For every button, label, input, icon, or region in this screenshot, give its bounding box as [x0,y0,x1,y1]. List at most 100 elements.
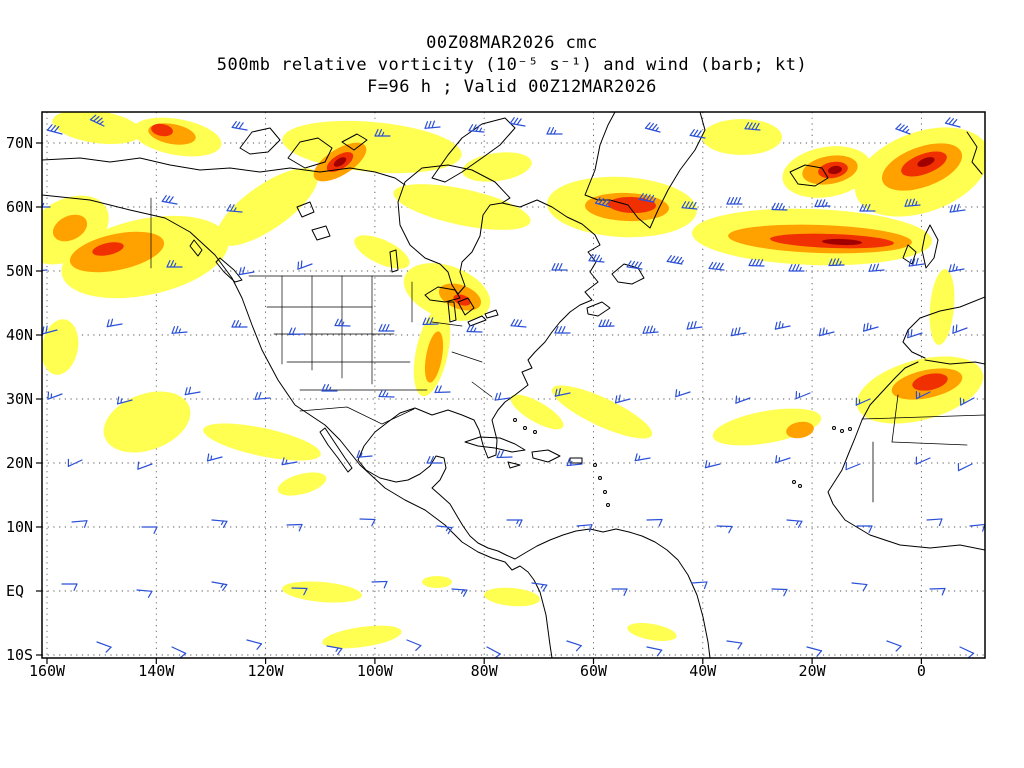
victoria-island [287,137,333,169]
wind-barb [106,318,123,328]
map-border [41,111,986,659]
wind-barb [626,260,643,270]
axis-ticks-layer [36,142,923,664]
grid-layer [42,112,985,658]
arctic-islet [341,133,368,151]
africa-border-1 [861,414,985,420]
wind-barb [554,326,571,334]
wind-barb [614,394,631,404]
wind-barb [774,320,791,330]
lon-tick-label: 140W [138,662,175,680]
coastlines-layer [42,112,985,658]
lake-winnipeg [389,249,399,273]
wind-barb [666,255,684,265]
lake-huron [457,297,475,316]
wind-barb [851,582,868,592]
wind-barb [926,518,943,527]
lon-tick-label: 0 [916,662,926,680]
lat-tick-label: 60N [6,198,34,216]
wind-barb [42,263,48,272]
title-block: 00Z08MAR2026 cmc 500mb relative vorticit… [0,32,1024,98]
wind-barb [771,202,788,211]
map-svg [36,111,986,664]
wind-barb [46,124,63,135]
iceland [789,164,829,187]
lake-michigan [447,301,457,323]
wind-barb [915,390,931,400]
wind-barb [959,397,975,406]
newfoundland [611,263,645,285]
cape-verde-islet [792,480,796,484]
wind-barb [675,389,691,398]
wind-barbs-layer [42,114,985,658]
greenland [584,112,706,229]
wind-barb [748,258,765,267]
wind-barb [226,204,243,213]
haida-gwaii [189,239,203,257]
wind-barb [206,453,223,462]
baja-peninsula [319,427,353,473]
wind-barb [859,204,876,212]
vorticity-shading-layer [42,112,985,649]
wind-barb [281,457,298,466]
lon-tick-label: 20W [798,662,826,680]
wind-barb [288,327,305,336]
cuba [464,436,526,453]
africa-border-4 [891,394,899,443]
wind-barb [588,254,605,263]
political-borders [150,197,493,425]
wind-barb [297,260,313,270]
lat-tick-label: 10N [6,518,34,536]
wind-barb [644,122,661,133]
lat-tick-label: EQ [6,582,25,600]
wind-barb [949,203,966,213]
bahamas-islet [523,426,527,430]
lake-erie [467,315,487,327]
wind-barb [681,201,698,210]
bahamas-islet [513,418,517,422]
wind-barb [642,325,659,334]
title-run-line: 00Z08MAR2026 cmc [426,33,598,53]
lat-tick-label: 20N [6,454,34,472]
canary-islet [848,427,852,431]
wind-barb [691,581,708,590]
wind-barb [531,582,548,592]
wind-barb [546,127,563,135]
wind-barb [818,327,835,337]
canary-islet [832,426,836,430]
wind-barb [929,587,946,596]
wind-barb [71,520,88,528]
lon-tick-label: 160W [28,662,66,680]
wind-barb [166,260,183,268]
canary-islet [840,429,844,433]
wind-barb [424,120,441,129]
wind-barb [184,386,201,396]
wind-barb [334,318,351,327]
pacific-coastline [42,194,553,658]
wind-barb [862,322,879,332]
wind-barb [611,588,628,596]
wind-barb [895,123,911,135]
wind-barb [944,117,961,128]
hudson-bay [397,164,511,295]
wind-barb [744,122,761,131]
wind-barb [378,324,395,332]
wind-barb [291,587,308,596]
lon-tick-label: 40W [689,662,717,680]
wind-barb [969,523,985,532]
wind-barb [788,264,805,272]
lat-tick-label: 70N [6,134,34,152]
puerto-rico [569,457,583,464]
wind-barb [468,124,485,133]
wind-barb [374,129,391,137]
wind-barb [466,324,483,333]
wind-barb [907,329,923,339]
wind-barb [686,320,703,330]
wind-barb [554,387,571,397]
wind-barb [828,258,845,267]
wind-barb [646,518,663,527]
map-frame [36,111,986,664]
arctic-coastline [42,157,406,186]
title-valid-line: F=96 h ; Valid 00Z12MAR2026 [367,77,657,97]
